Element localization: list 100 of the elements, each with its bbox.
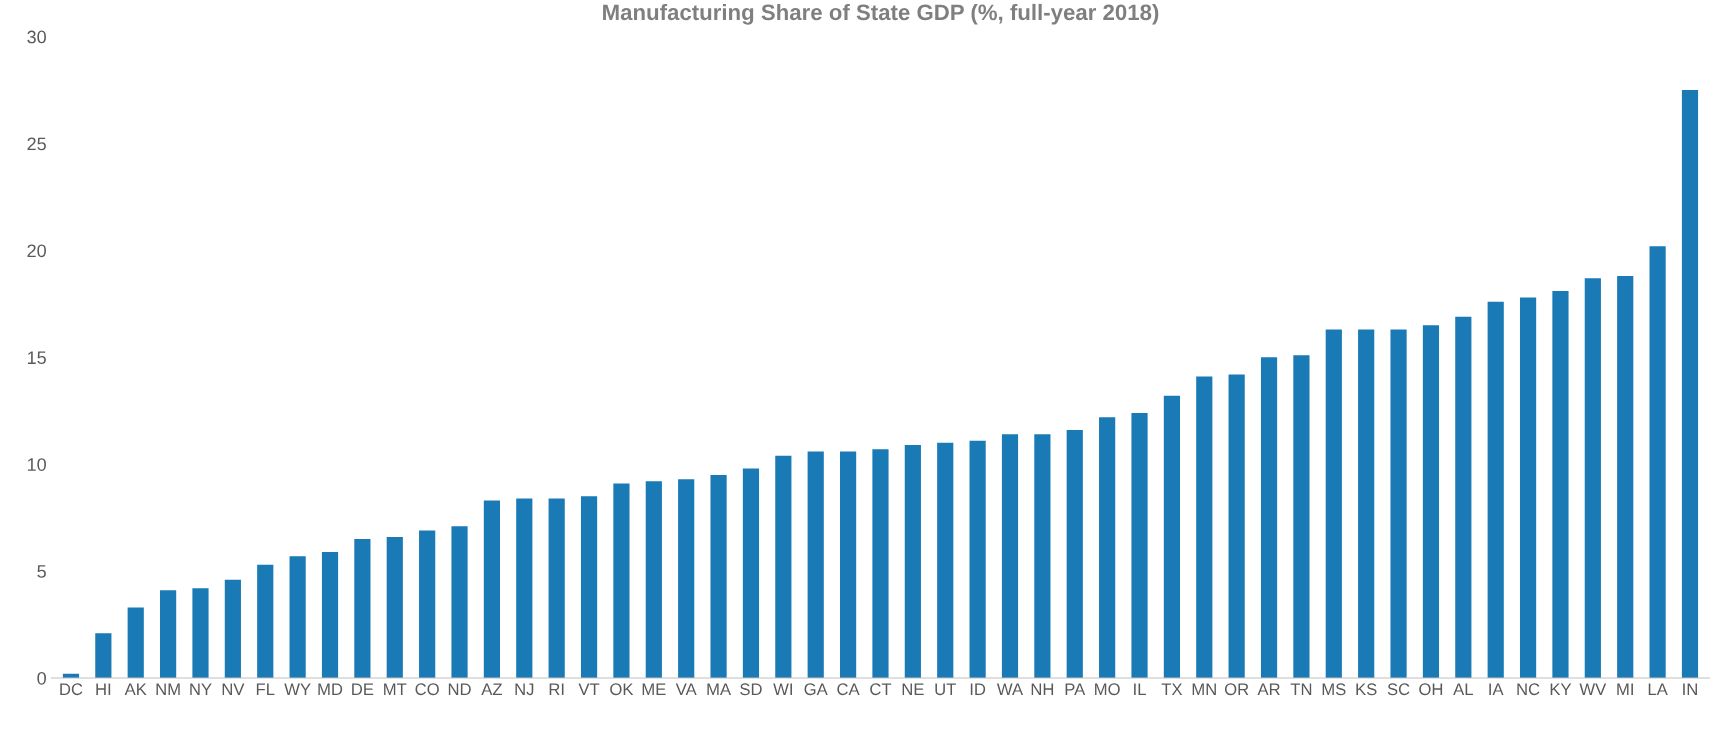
bar [451,526,468,679]
x-tick-label: UT [935,683,956,696]
bar [257,564,274,679]
x-tick-label: WA [996,683,1024,695]
bar [1001,434,1019,679]
x-tick-label: WV [1579,683,1607,695]
x-tick-label: TN [1290,683,1312,695]
x-tick-label: MO [1095,683,1120,696]
x-tick-label: OK [610,683,634,696]
bar [1422,325,1440,679]
x-tick-label: MD [318,683,343,695]
bar [742,468,760,679]
bar [1681,90,1699,679]
x-tick-label: CT [870,683,892,696]
bar [354,539,371,679]
x-tick-label: WY [284,683,311,695]
bar [1617,276,1634,679]
y-tick-label: 25 [27,137,46,151]
x-tick-label: MS [1322,683,1346,696]
x-tick-label: IN [1683,683,1697,695]
x-tick-label: ID [970,683,986,695]
bar [580,496,598,679]
x-tick-label: DC [60,683,83,696]
bar [807,451,824,679]
bar [872,449,889,679]
bar [775,455,792,679]
x-tick-label: SD [740,683,762,696]
x-tick-label: MT [384,683,407,695]
x-tick-label: NE [902,683,924,695]
x-tick-label: VA [675,683,697,695]
bar [645,481,662,679]
bar [678,479,695,679]
x-tick-label: FL [256,683,275,695]
x-tick-label: HI [96,683,111,695]
x-tick-label: GA [804,683,828,696]
bar [613,483,630,679]
bar [1649,246,1666,679]
x-tick-label: ND [448,683,471,695]
x-tick-label: IA [1489,683,1504,695]
bar [710,474,727,679]
x-tick-label: AR [1257,683,1280,695]
bar [160,590,177,679]
bar [289,556,306,679]
bar [1455,316,1472,679]
y-tick-label: 20 [27,244,46,258]
x-tick-label: CA [837,683,860,696]
bar [483,500,501,679]
x-tick-label: MN [1192,683,1216,695]
x-tick-label: LA [1648,683,1668,695]
bar [1584,278,1601,679]
x-tick-label: AL [1453,683,1473,695]
x-tick-label: WI [773,683,792,695]
bar [1552,291,1569,679]
x-tick-label: NM [156,683,180,695]
bar [937,442,954,679]
bar [904,444,921,679]
y-tick-label: 10 [27,458,46,471]
y-tick-label: 15 [27,351,46,365]
x-tick-label: VT [578,683,600,695]
bar [1325,329,1342,679]
bar [386,536,403,679]
x-tick-label: CO [415,683,439,696]
bar [1163,395,1180,679]
bar [192,588,209,679]
x-tick-label: AZ [481,683,503,695]
x-tick-label: NJ [515,683,534,696]
bar [1228,374,1245,679]
bar [548,498,565,679]
bar [1487,301,1504,679]
bar [1390,329,1407,679]
x-tick-label: OR [1224,683,1249,696]
bar [419,530,436,679]
x-tick-label: DE [352,683,374,695]
bar [840,451,857,679]
bar [1519,297,1537,679]
y-tick-label: 30 [27,30,46,44]
chart-title: Manufacturing Share of State GDP (%, full-year 2018) [603,3,1159,25]
x-tick-label: NV [222,683,245,695]
x-tick-label: KY [1550,683,1572,695]
bar [1099,417,1116,679]
x-tick-label: PA [1065,683,1086,695]
x-tick-label: MA [707,683,732,695]
bar [969,440,986,679]
x-tick-label: OH [1419,683,1443,696]
x-tick-label: AK [124,683,147,695]
x-tick-label: ME [642,683,666,695]
bar [516,498,533,679]
bar [95,633,112,679]
x-tick-label: MI [1617,683,1633,695]
bar [1034,434,1051,679]
y-tick-label: 0 [37,671,46,685]
x-tick-label: IL [1134,683,1146,695]
x-tick-label: NY [190,683,212,695]
x-tick-label: TX [1161,683,1183,695]
x-tick-label: RI [549,683,564,695]
bar [1260,357,1278,679]
x-tick-label: KS [1356,683,1377,696]
y-tick-label: 5 [37,565,46,578]
bar [1066,430,1083,679]
bar [224,579,241,679]
